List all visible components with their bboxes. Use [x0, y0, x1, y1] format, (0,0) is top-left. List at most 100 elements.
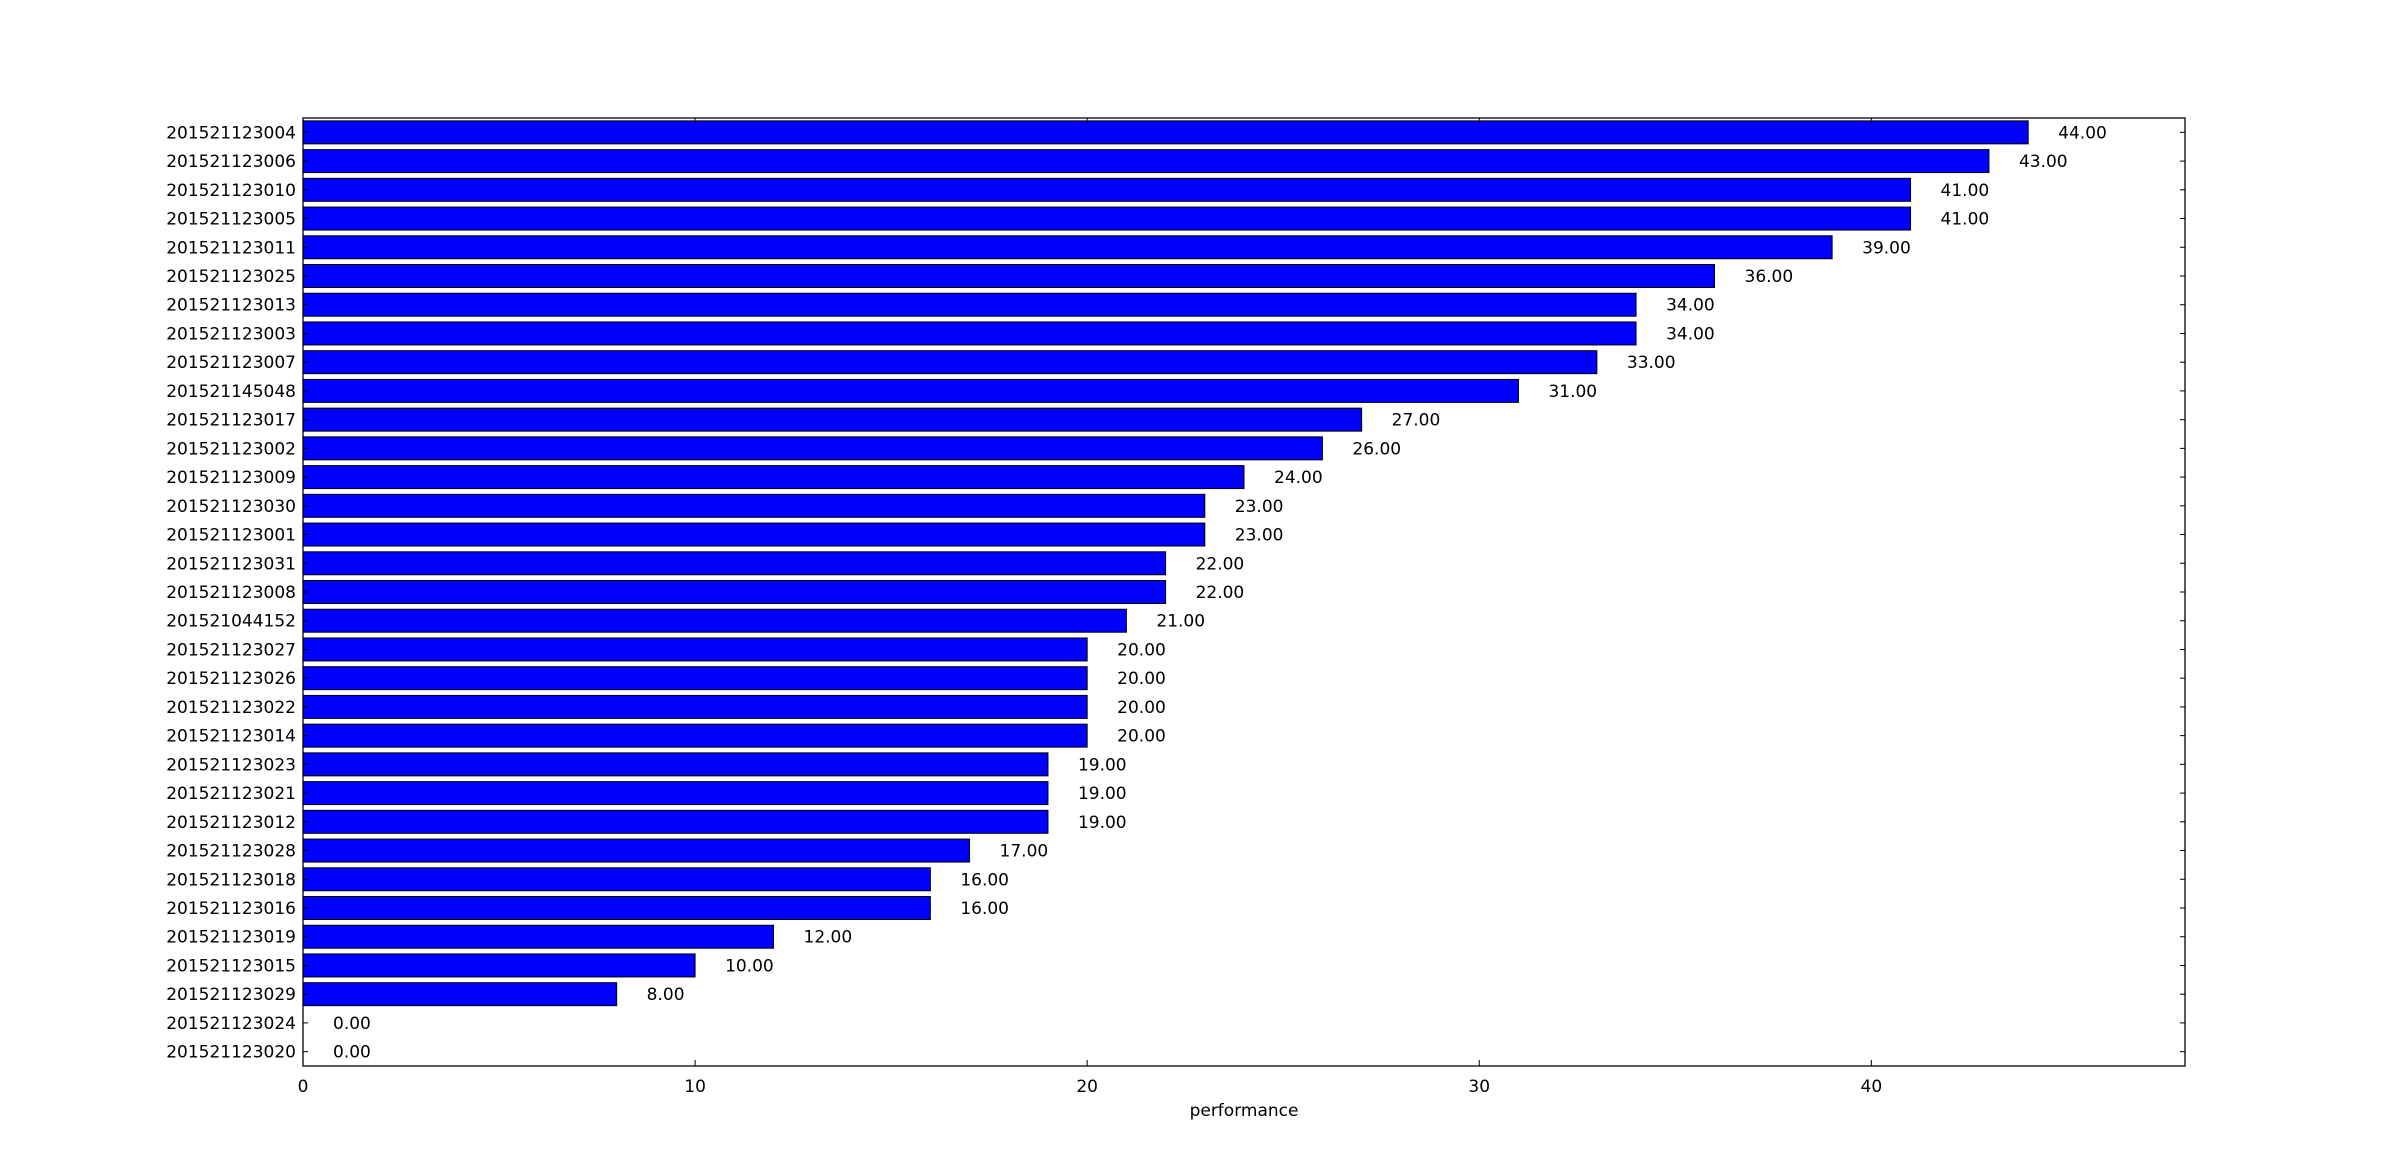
y-tick-label: 201521123016: [166, 899, 296, 919]
y-tick-label: 201521123025: [166, 267, 296, 287]
bar: [302, 752, 1049, 777]
y-tick-label: 201521123026: [166, 669, 296, 689]
bar-value-label: 20.00: [1117, 698, 1166, 718]
bar: [302, 551, 1167, 576]
bar-value-label: 20.00: [1117, 640, 1166, 660]
bar-value-label: 43.00: [2019, 152, 2068, 172]
bar-value-label: 24.00: [1274, 468, 1323, 488]
bar: [302, 694, 1088, 719]
y-tick-label: 201521123001: [166, 526, 296, 546]
bar: [302, 809, 1049, 834]
bar-value-label: 39.00: [1862, 238, 1911, 258]
y-tick-label: 201521044152: [166, 612, 296, 632]
y-tick-label: 201521123028: [166, 842, 296, 862]
bar-value-label: 0.00: [333, 1043, 371, 1063]
bar-value-label: 16.00: [960, 899, 1009, 919]
y-tick-label: 201521123021: [166, 784, 296, 804]
bar-value-label: 17.00: [1000, 842, 1049, 862]
bar-value-label: 21.00: [1156, 612, 1205, 632]
y-tick-label: 201521123006: [166, 152, 296, 172]
bar-value-label: 22.00: [1196, 554, 1245, 574]
y-tick-label: 201521123011: [166, 238, 296, 258]
bar: [302, 436, 1323, 461]
y-tick-label: 201521123023: [166, 755, 296, 775]
ticks-layer: 201521123004 201521123006 201521123010 2015…: [166, 118, 2185, 1097]
y-tick-label: 201521123018: [166, 870, 296, 890]
bar: [302, 493, 1206, 518]
plot-frame: [302, 117, 2186, 1067]
y-tick-label: 201521123020: [166, 1043, 296, 1063]
y-tick-label: 201521123022: [166, 698, 296, 718]
y-tick-label: 201521123019: [166, 928, 296, 948]
bar: [302, 321, 1637, 346]
y-tick-label: 201521123009: [166, 468, 296, 488]
bar-value-label: 41.00: [1941, 210, 1990, 230]
bar-value-label: 41.00: [1941, 181, 1990, 201]
y-tick-label: 201521123024: [166, 1014, 296, 1034]
x-axis-title: performance: [1190, 1101, 1299, 1121]
y-tick-label: 201521123008: [166, 583, 296, 603]
y-tick-label: 201521123014: [166, 727, 296, 747]
bar: [302, 378, 1519, 403]
bar: [302, 120, 2029, 145]
bar-value-label: 22.00: [1196, 583, 1245, 603]
bar-value-label: 23.00: [1235, 526, 1284, 546]
bar: [302, 407, 1363, 432]
y-tick-label: 201521145048: [166, 382, 296, 402]
bar: [302, 608, 1127, 633]
bar-value-label: 34.00: [1666, 324, 1715, 344]
bar: [302, 896, 931, 920]
bar: [302, 292, 1637, 317]
y-tick-label: 201521123013: [166, 296, 296, 316]
data-labels-layer: 44.00 43.00 41.00 41.00 39.00 36.00 34.00 34.00…: [333, 123, 2107, 1062]
y-tick-label: 201521123031: [166, 554, 296, 574]
bar-value-label: 44.00: [2058, 123, 2107, 143]
bar: [302, 264, 1715, 288]
bars-layer: [302, 120, 2029, 1007]
bar-value-label: 26.00: [1352, 439, 1401, 459]
bar: [302, 350, 1598, 375]
y-tick-label: 201521123004: [166, 123, 296, 143]
x-tick-label: 0: [298, 1077, 309, 1097]
bar-value-label: 31.00: [1548, 382, 1597, 402]
bar: [302, 580, 1167, 604]
bar: [302, 637, 1088, 662]
x-tick-label: 30: [1468, 1077, 1490, 1097]
bar: [302, 953, 696, 978]
bar: [302, 177, 1912, 202]
bar: [302, 838, 971, 863]
y-tick-label: 201521123007: [166, 353, 296, 373]
bar: [302, 723, 1088, 748]
bar: [302, 924, 774, 949]
y-tick-label: 201521123030: [166, 497, 296, 517]
bar-value-label: 20.00: [1117, 669, 1166, 689]
bar-value-label: 19.00: [1078, 784, 1127, 804]
bar-value-label: 19.00: [1078, 813, 1127, 833]
y-tick-label: 201521123002: [166, 439, 296, 459]
x-tick-label: 20: [1076, 1077, 1098, 1097]
y-tick-label: 201521123017: [166, 411, 296, 431]
bar: [302, 666, 1088, 691]
bar-value-label: 8.00: [647, 985, 685, 1005]
bar-value-label: 33.00: [1627, 353, 1676, 373]
x-tick-label: 10: [684, 1077, 706, 1097]
y-tick-label: 201521123027: [166, 640, 296, 660]
bar-value-label: 10.00: [725, 956, 774, 976]
bar: [302, 982, 618, 1007]
bar-value-label: 36.00: [1745, 267, 1794, 287]
bar-value-label: 0.00: [333, 1014, 371, 1034]
bar: [302, 235, 1833, 260]
y-tick-label: 201521123012: [166, 813, 296, 833]
bar-value-label: 27.00: [1392, 411, 1441, 431]
bar: [302, 867, 931, 892]
bar-value-label: 34.00: [1666, 296, 1715, 316]
bar-value-label: 23.00: [1235, 497, 1284, 517]
bar-value-label: 16.00: [960, 870, 1009, 890]
y-tick-label: 201521123029: [166, 985, 296, 1005]
bar: [302, 149, 1990, 174]
y-tick-label: 201521123003: [166, 324, 296, 344]
bar-value-label: 19.00: [1078, 755, 1127, 775]
bar: [302, 465, 1245, 490]
